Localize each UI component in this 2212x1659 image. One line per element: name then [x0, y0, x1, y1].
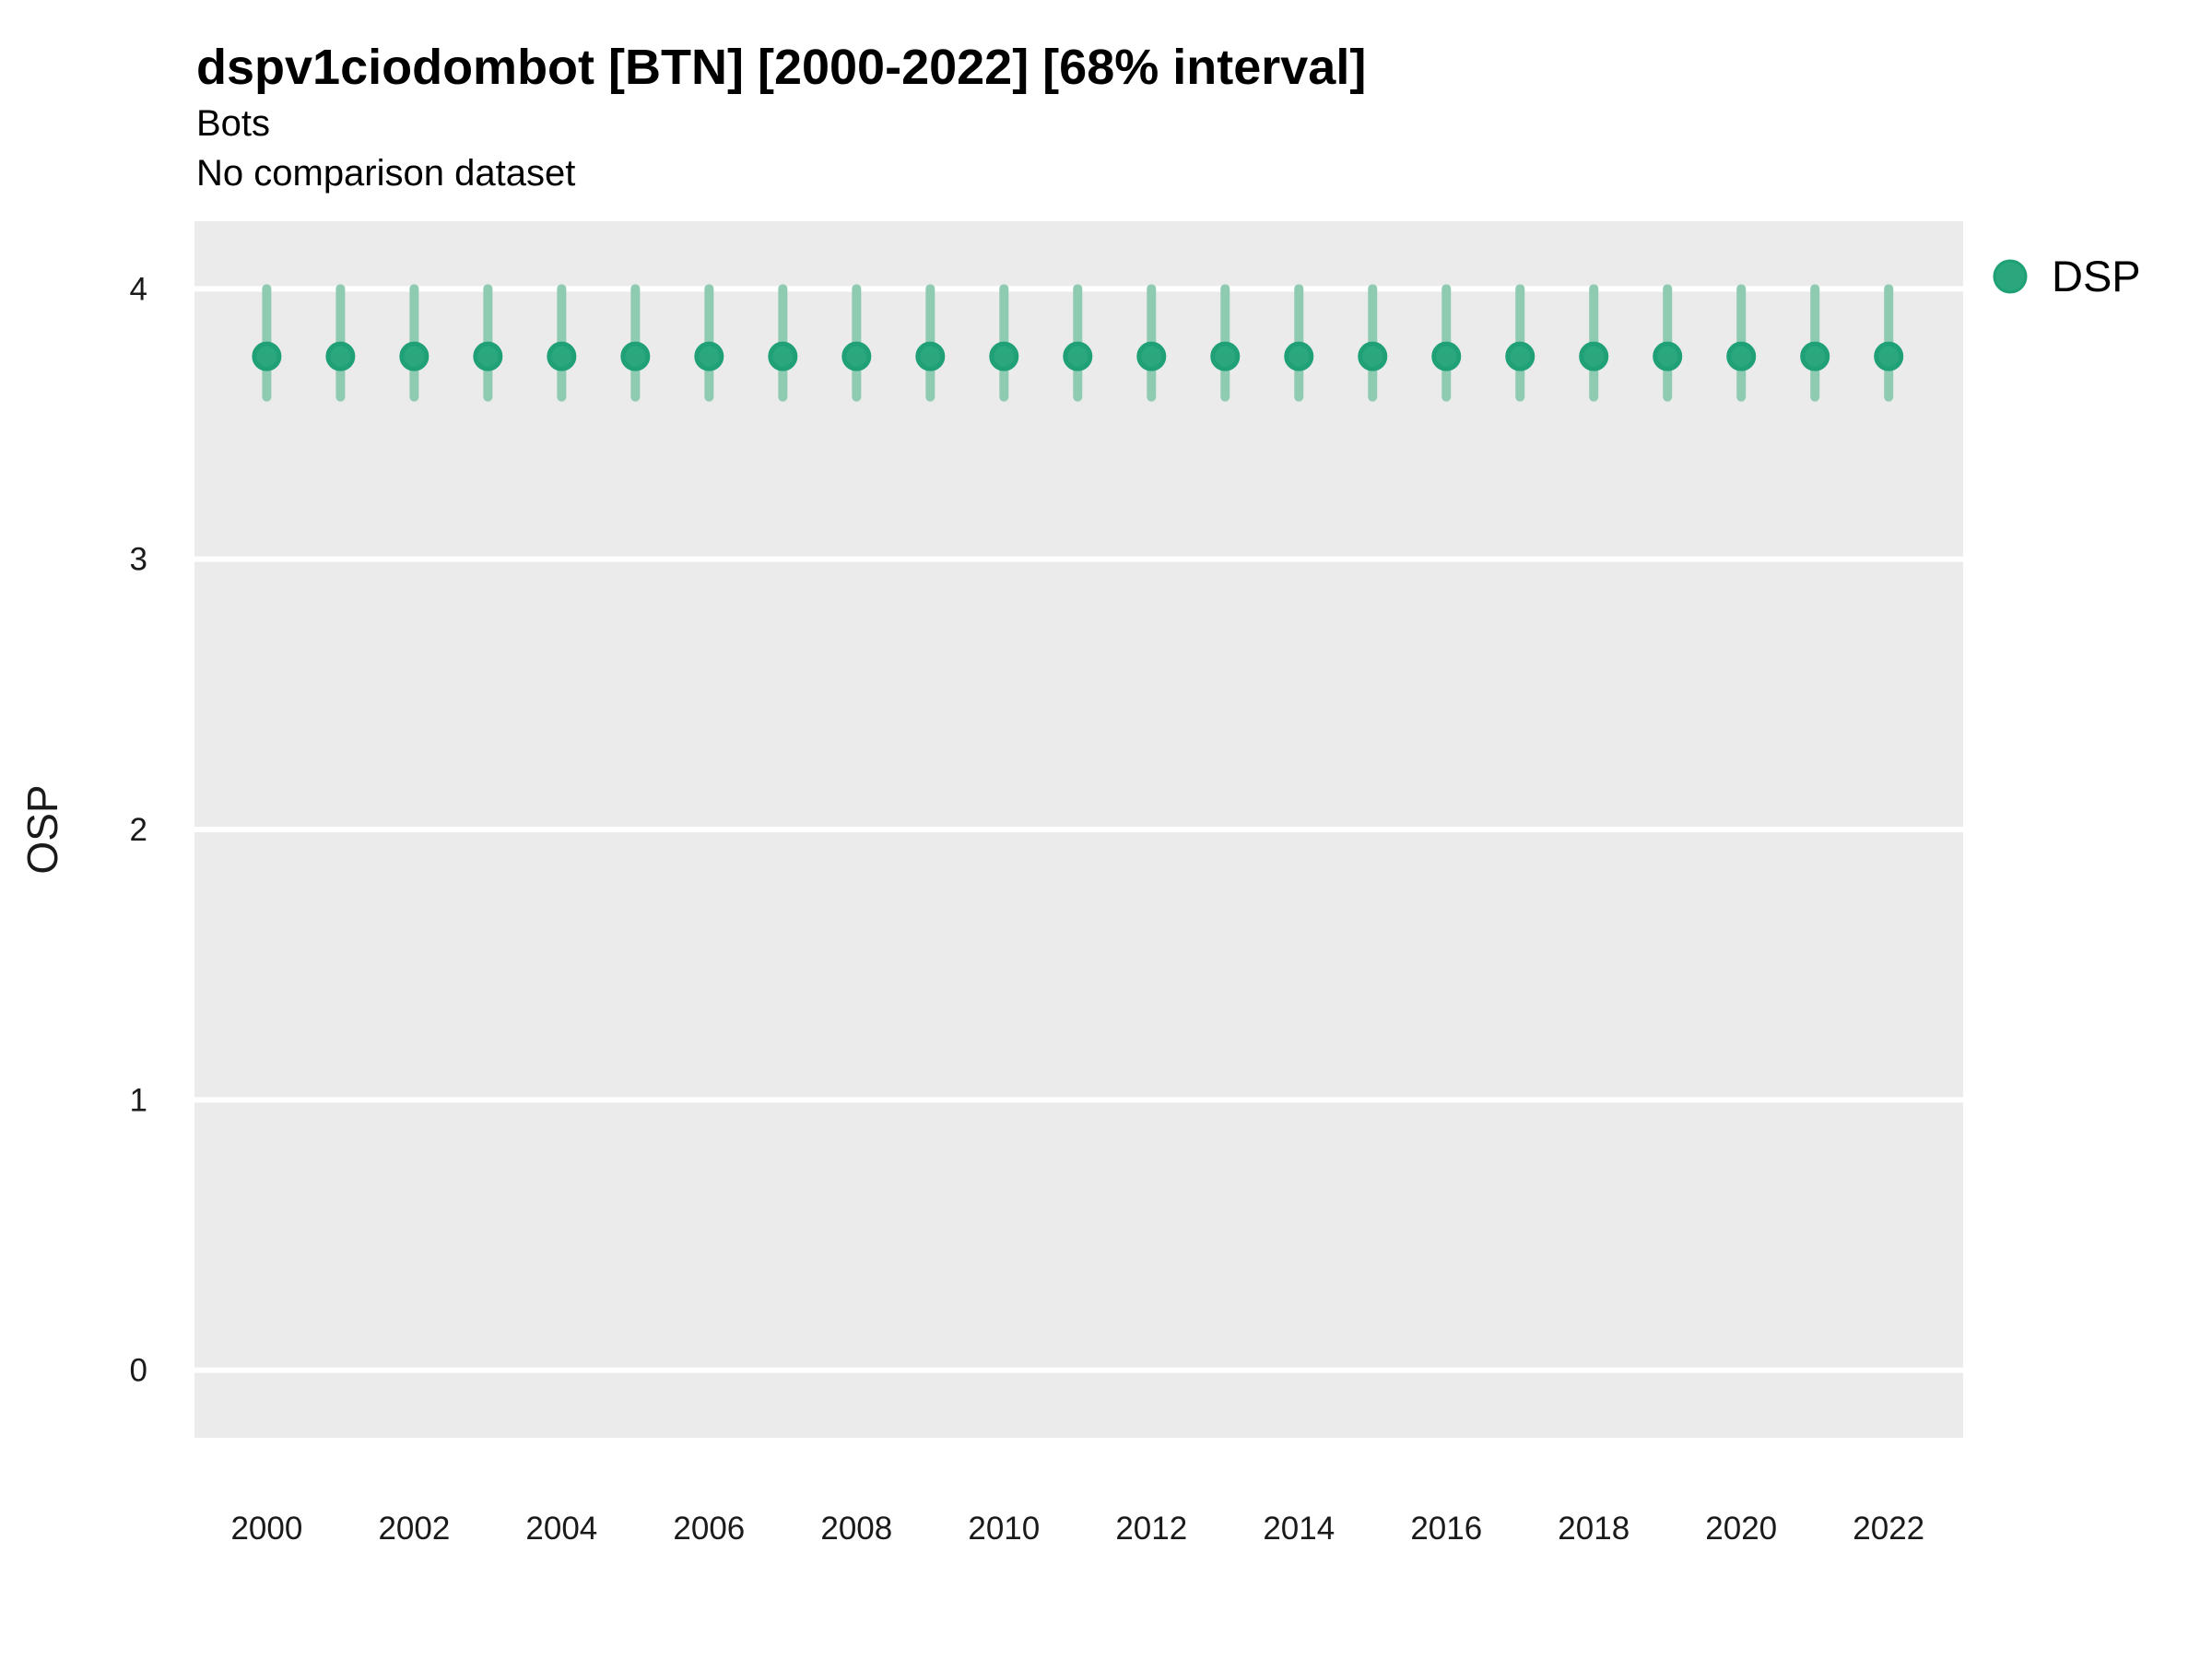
data-point-2013 [1210, 341, 1241, 371]
data-point-2012 [1136, 341, 1167, 371]
data-point-2001 [325, 341, 356, 371]
y-tick-label: 2 [130, 812, 147, 848]
y-tick-label: 1 [130, 1082, 147, 1118]
data-point-2011 [1063, 341, 1093, 371]
data-point-2021 [1800, 341, 1830, 371]
x-axis-tick-labels: 2000 2002 2004 2006 2008 2010 2012 2014 2016 2018… [230, 1511, 1924, 1547]
chart-title: dspv1ciodombot [BTN] [2000-2022] [68% in… [196, 40, 1367, 95]
x-tick-label: 2010 [968, 1511, 1040, 1547]
data-point-2022 [1874, 341, 1904, 371]
data-point-2002 [399, 341, 429, 371]
x-tick-label: 2014 [1263, 1511, 1335, 1547]
data-point-2020 [1726, 341, 1757, 371]
legend-label: DSP [2052, 252, 2141, 300]
y-tick-label: 0 [130, 1353, 147, 1389]
x-tick-label: 2022 [1853, 1511, 1924, 1547]
data-point-2014 [1284, 341, 1314, 371]
data-point-2003 [473, 341, 503, 371]
data-point-2007 [768, 341, 798, 371]
y-axis-title: OSP [18, 784, 66, 874]
data-point-2000 [252, 341, 282, 371]
data-point-2016 [1431, 341, 1462, 371]
x-tick-label: 2012 [1115, 1511, 1187, 1547]
x-tick-label: 2018 [1558, 1511, 1630, 1547]
x-tick-label: 2008 [820, 1511, 892, 1547]
comparison-note: No comparison dataset [196, 153, 576, 194]
y-axis-tick-labels: 4 3 2 1 0 [130, 271, 147, 1388]
y-tick-label: 3 [130, 542, 147, 578]
data-point-2015 [1358, 341, 1388, 371]
series-pointranges [252, 284, 1904, 402]
x-tick-label: 2000 [230, 1511, 302, 1547]
x-tick-label: 2006 [673, 1511, 745, 1547]
data-point-2019 [1653, 341, 1683, 371]
data-point-2004 [547, 341, 577, 371]
data-point-2018 [1579, 341, 1609, 371]
y-tick-label: 4 [130, 271, 147, 307]
data-point-2008 [841, 341, 872, 371]
data-point-2017 [1505, 341, 1535, 371]
data-point-2009 [915, 341, 946, 371]
x-tick-label: 2002 [378, 1511, 450, 1547]
x-tick-label: 2016 [1410, 1511, 1482, 1547]
data-point-2010 [989, 341, 1019, 371]
x-tick-label: 2004 [525, 1511, 597, 1547]
x-tick-label: 2020 [1705, 1511, 1777, 1547]
chart-subtitle: Bots [196, 103, 271, 144]
legend: DSP [1993, 252, 2141, 300]
legend-dot-icon [1993, 259, 2028, 294]
data-point-2005 [620, 341, 651, 371]
data-point-2006 [694, 341, 724, 371]
